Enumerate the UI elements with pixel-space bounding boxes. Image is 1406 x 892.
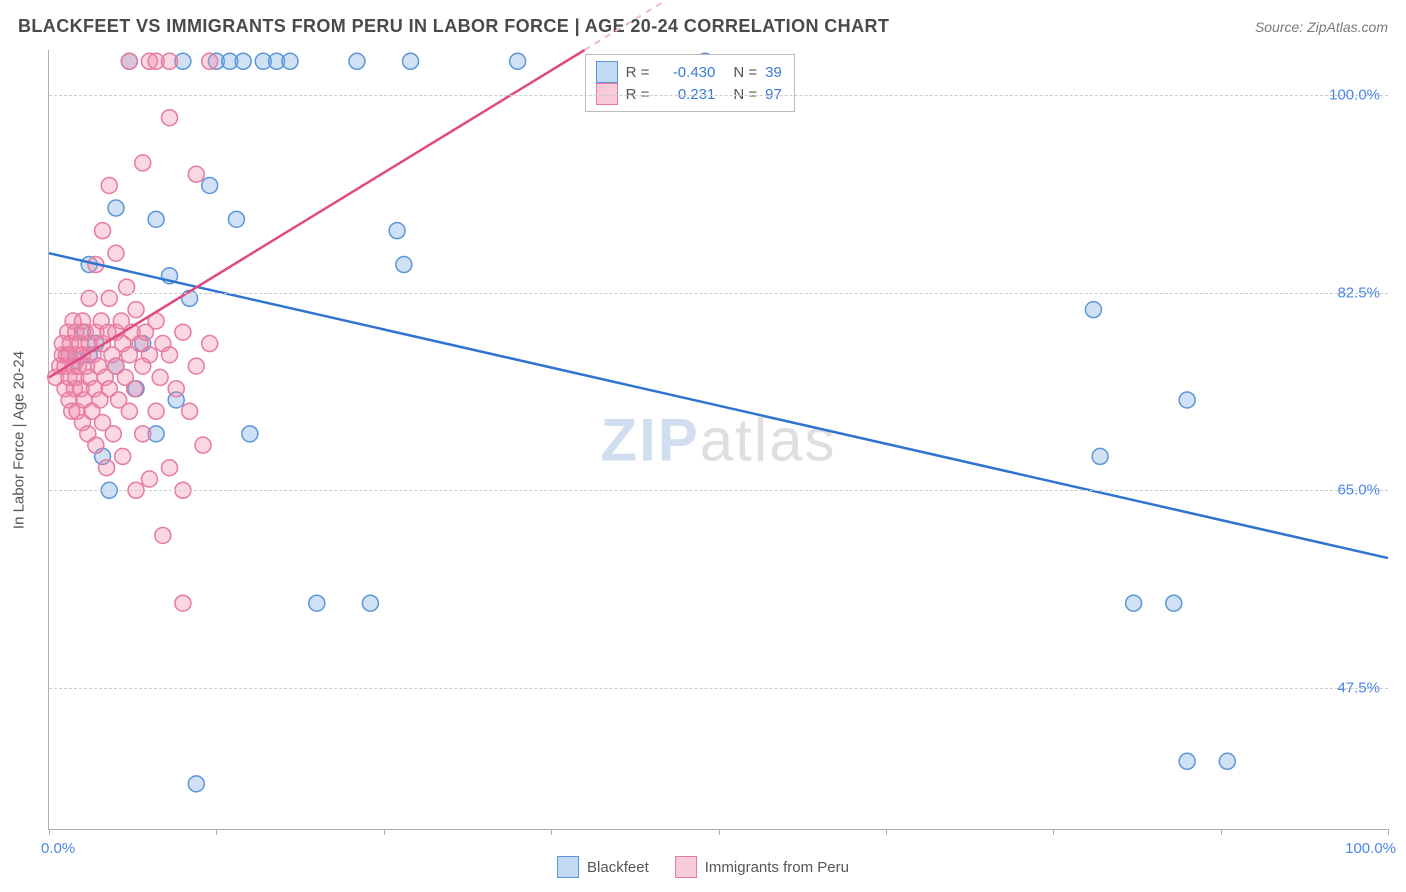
legend-swatch <box>675 856 697 878</box>
y-tick-label: 65.0% <box>1337 482 1380 499</box>
x-tick <box>49 829 50 835</box>
scatter-point <box>1179 753 1195 769</box>
scatter-point <box>195 437 211 453</box>
legend-n-label: N = <box>733 86 757 103</box>
x-axis-label-min: 0.0% <box>41 840 75 857</box>
legend-swatch <box>596 61 618 83</box>
scatter-point <box>1092 448 1108 464</box>
scatter-point <box>115 448 131 464</box>
scatter-point <box>121 53 137 69</box>
legend-n-label: N = <box>733 64 757 81</box>
legend-r-value: -0.430 <box>657 64 715 81</box>
scatter-point <box>162 53 178 69</box>
x-tick <box>1221 829 1222 835</box>
scatter-point <box>282 53 298 69</box>
scatter-point <box>105 426 121 442</box>
scatter-point <box>235 53 251 69</box>
x-tick <box>551 829 552 835</box>
scatter-point <box>152 369 168 385</box>
scatter-point <box>108 245 124 261</box>
gridline-h <box>49 490 1388 491</box>
scatter-point <box>148 211 164 227</box>
scatter-point <box>148 403 164 419</box>
legend-correlation: R = -0.430 N = 39 R = 0.231 N = 97 <box>585 54 795 112</box>
scatter-point <box>162 347 178 363</box>
y-axis-title: In Labor Force | Age 20-24 <box>11 350 28 528</box>
scatter-point <box>1085 302 1101 318</box>
legend-series-label: Blackfeet <box>587 859 649 876</box>
scatter-point <box>349 53 365 69</box>
scatter-point <box>168 381 184 397</box>
chart-title: BLACKFEET VS IMMIGRANTS FROM PERU IN LAB… <box>18 16 889 37</box>
scatter-point <box>128 302 144 318</box>
x-tick <box>216 829 217 835</box>
scatter-point <box>228 211 244 227</box>
scatter-point <box>182 403 198 419</box>
legend-series-item: Immigrants from Peru <box>675 856 849 878</box>
scatter-point <box>88 437 104 453</box>
scatter-point <box>1126 595 1142 611</box>
scatter-point <box>141 347 157 363</box>
gridline-h <box>49 293 1388 294</box>
scatter-point <box>188 776 204 792</box>
scatter-point <box>155 527 171 543</box>
y-tick-label: 47.5% <box>1337 679 1380 696</box>
scatter-point <box>95 223 111 239</box>
scatter-point <box>141 471 157 487</box>
scatter-point <box>309 595 325 611</box>
scatter-point <box>389 223 405 239</box>
chart-header: BLACKFEET VS IMMIGRANTS FROM PERU IN LAB… <box>18 16 1388 37</box>
chart-source: Source: ZipAtlas.com <box>1255 19 1388 35</box>
scatter-point <box>135 155 151 171</box>
x-tick <box>1053 829 1054 835</box>
scatter-point <box>162 110 178 126</box>
legend-swatch <box>557 856 579 878</box>
scatter-point <box>1166 595 1182 611</box>
legend-r-label: R = <box>626 86 650 103</box>
scatter-point <box>127 381 143 397</box>
x-tick <box>719 829 720 835</box>
scatter-point <box>175 324 191 340</box>
x-axis-label-max: 100.0% <box>1345 840 1396 857</box>
scatter-point <box>135 426 151 442</box>
scatter-point <box>202 336 218 352</box>
trend-line <box>49 50 585 377</box>
legend-n-value: 97 <box>765 86 782 103</box>
legend-series-label: Immigrants from Peru <box>705 859 849 876</box>
y-tick-label: 82.5% <box>1337 284 1380 301</box>
gridline-h <box>49 95 1388 96</box>
legend-row: R = -0.430 N = 39 <box>596 61 782 83</box>
gridline-h <box>49 688 1388 689</box>
scatter-point <box>403 53 419 69</box>
y-tick-label: 100.0% <box>1329 87 1380 104</box>
scatter-point <box>510 53 526 69</box>
scatter-point <box>362 595 378 611</box>
scatter-point <box>162 460 178 476</box>
plot-area: In Labor Force | Age 20-24 ZIPatlas R =-… <box>48 50 1388 830</box>
scatter-point <box>121 403 137 419</box>
scatter-point <box>101 177 117 193</box>
legend-series-item: Blackfeet <box>557 856 649 878</box>
scatter-point <box>1179 392 1195 408</box>
scatter-point <box>202 177 218 193</box>
x-tick <box>1388 829 1389 835</box>
x-tick <box>384 829 385 835</box>
x-tick <box>886 829 887 835</box>
scatter-point <box>242 426 258 442</box>
chart-svg <box>49 50 1388 829</box>
scatter-point <box>108 200 124 216</box>
scatter-point <box>188 166 204 182</box>
legend-n-value: 39 <box>765 64 782 81</box>
scatter-point <box>99 460 115 476</box>
scatter-point <box>175 595 191 611</box>
scatter-point <box>188 358 204 374</box>
legend-row: R = 0.231 N = 97 <box>596 83 782 105</box>
scatter-point <box>396 257 412 273</box>
scatter-point <box>202 53 218 69</box>
legend-series: Blackfeet Immigrants from Peru <box>557 856 849 878</box>
legend-r-label: R = <box>626 64 650 81</box>
legend-swatch <box>596 83 618 105</box>
legend-r-value: 0.231 <box>657 86 715 103</box>
scatter-point <box>1219 753 1235 769</box>
